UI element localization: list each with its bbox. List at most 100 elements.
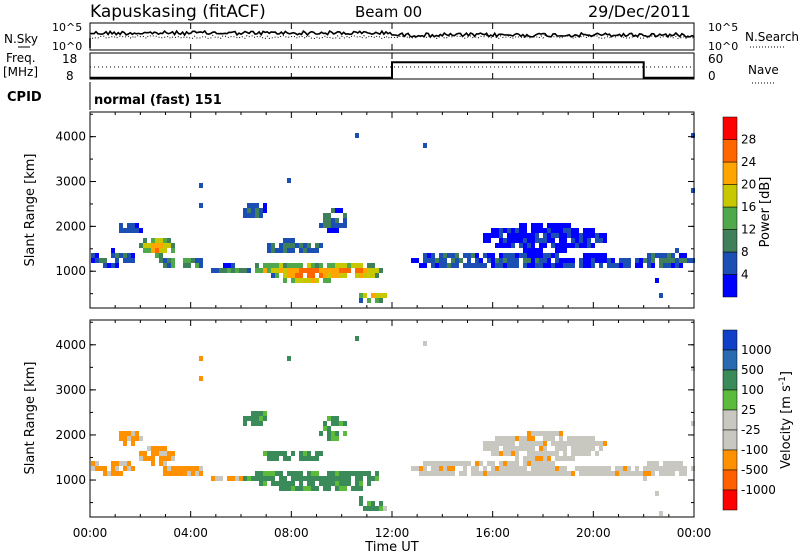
heat-cell	[279, 476, 283, 481]
heat-cell	[627, 263, 631, 268]
heat-cell	[571, 258, 575, 263]
beam-title: Beam 00	[355, 3, 422, 21]
heat-cell	[267, 471, 271, 476]
heat-cell	[423, 341, 427, 346]
heat-cell	[303, 248, 307, 253]
heat-cell	[259, 213, 263, 218]
heat-cell	[571, 243, 575, 248]
heat-cell	[435, 461, 439, 466]
heat-cell	[515, 436, 519, 441]
heat-cell	[331, 223, 335, 228]
heat-cell	[651, 258, 655, 263]
heat-cell	[339, 471, 343, 476]
heat-cell	[539, 466, 543, 471]
heat-cell	[571, 238, 575, 243]
heat-cell	[591, 471, 595, 476]
heat-cell	[475, 471, 479, 476]
heat-cell	[627, 466, 631, 471]
heat-cell	[503, 451, 507, 456]
heat-cell	[263, 476, 267, 481]
heat-cell	[531, 253, 535, 258]
heat-cell	[675, 258, 679, 263]
heat-cell	[123, 228, 127, 233]
heat-cell	[583, 253, 587, 258]
heat-cell	[583, 451, 587, 456]
heat-cell	[579, 258, 583, 263]
heat-cell	[287, 243, 291, 248]
heat-cell	[523, 471, 527, 476]
heat-cell	[163, 248, 167, 253]
heat-cell	[523, 228, 527, 233]
heat-cell	[535, 461, 539, 466]
heat-cell	[599, 233, 603, 238]
heat-cell	[523, 258, 527, 263]
heat-cell	[259, 481, 263, 486]
heat-cell	[327, 278, 331, 283]
heat-cell	[559, 441, 563, 446]
heat-cell	[503, 258, 507, 263]
heat-cell	[583, 263, 587, 268]
heat-cell	[139, 436, 143, 441]
heat-cell	[363, 506, 367, 511]
heat-cell	[151, 243, 155, 248]
heat-cell	[659, 466, 663, 471]
heat-cell	[323, 476, 327, 481]
heat-cell	[375, 506, 379, 511]
heat-cell	[659, 511, 663, 516]
heat-cell	[631, 471, 635, 476]
heat-cell	[595, 258, 599, 263]
heat-cell	[331, 431, 335, 436]
heat-cell	[331, 436, 335, 441]
heat-cell	[91, 461, 95, 466]
heat-cell	[591, 233, 595, 238]
heat-cell	[419, 471, 423, 476]
time-axis: 00:00 04:00 08:00 12:00 16:00 20:00 00:00	[73, 23, 711, 540]
heat-cell	[295, 243, 299, 248]
heat-cell	[259, 268, 263, 273]
heat-cell	[547, 456, 551, 461]
heat-cell	[531, 223, 535, 228]
heat-cell	[163, 466, 167, 471]
heat-cell	[199, 466, 203, 471]
heat-cell	[543, 461, 547, 466]
heat-cell	[683, 253, 687, 258]
heat-cell	[531, 238, 535, 243]
heat-cell	[511, 436, 515, 441]
heat-cell	[443, 263, 447, 268]
heat-cell	[439, 253, 443, 258]
heat-cell	[503, 471, 507, 476]
heat-cell	[323, 273, 327, 278]
heat-cell	[575, 243, 579, 248]
heat-cell	[291, 263, 295, 268]
time-axis-label: Time UT	[364, 540, 418, 554]
heat-cell	[619, 466, 623, 471]
heat-cell	[255, 213, 259, 218]
heat-cell	[319, 476, 323, 481]
heat-cell	[343, 263, 347, 268]
heat-cell	[607, 466, 611, 471]
heat-cell	[583, 446, 587, 451]
heat-cell	[527, 446, 531, 451]
heat-cell	[595, 238, 599, 243]
freq-line	[90, 61, 694, 79]
heat-cell	[563, 466, 567, 471]
heat-cell	[223, 263, 227, 268]
heat-cell	[143, 248, 147, 253]
heat-cell	[679, 253, 683, 258]
noise-search-line	[89, 34, 695, 40]
heat-cell	[219, 476, 223, 481]
heat-cell	[531, 466, 535, 471]
heat-cell	[279, 268, 283, 273]
heat-cell	[335, 218, 339, 223]
heat-cell	[183, 258, 187, 263]
heat-cell	[535, 441, 539, 446]
heat-cell	[299, 278, 303, 283]
noise-right-tick-bottom: 10^0	[708, 40, 738, 53]
heat-cell	[647, 253, 651, 258]
heat-cell	[311, 476, 315, 481]
heat-cell	[275, 273, 279, 278]
heat-cell	[587, 263, 591, 268]
heat-cell	[551, 441, 555, 446]
heat-cell	[275, 268, 279, 273]
colorbar-box	[722, 139, 738, 163]
